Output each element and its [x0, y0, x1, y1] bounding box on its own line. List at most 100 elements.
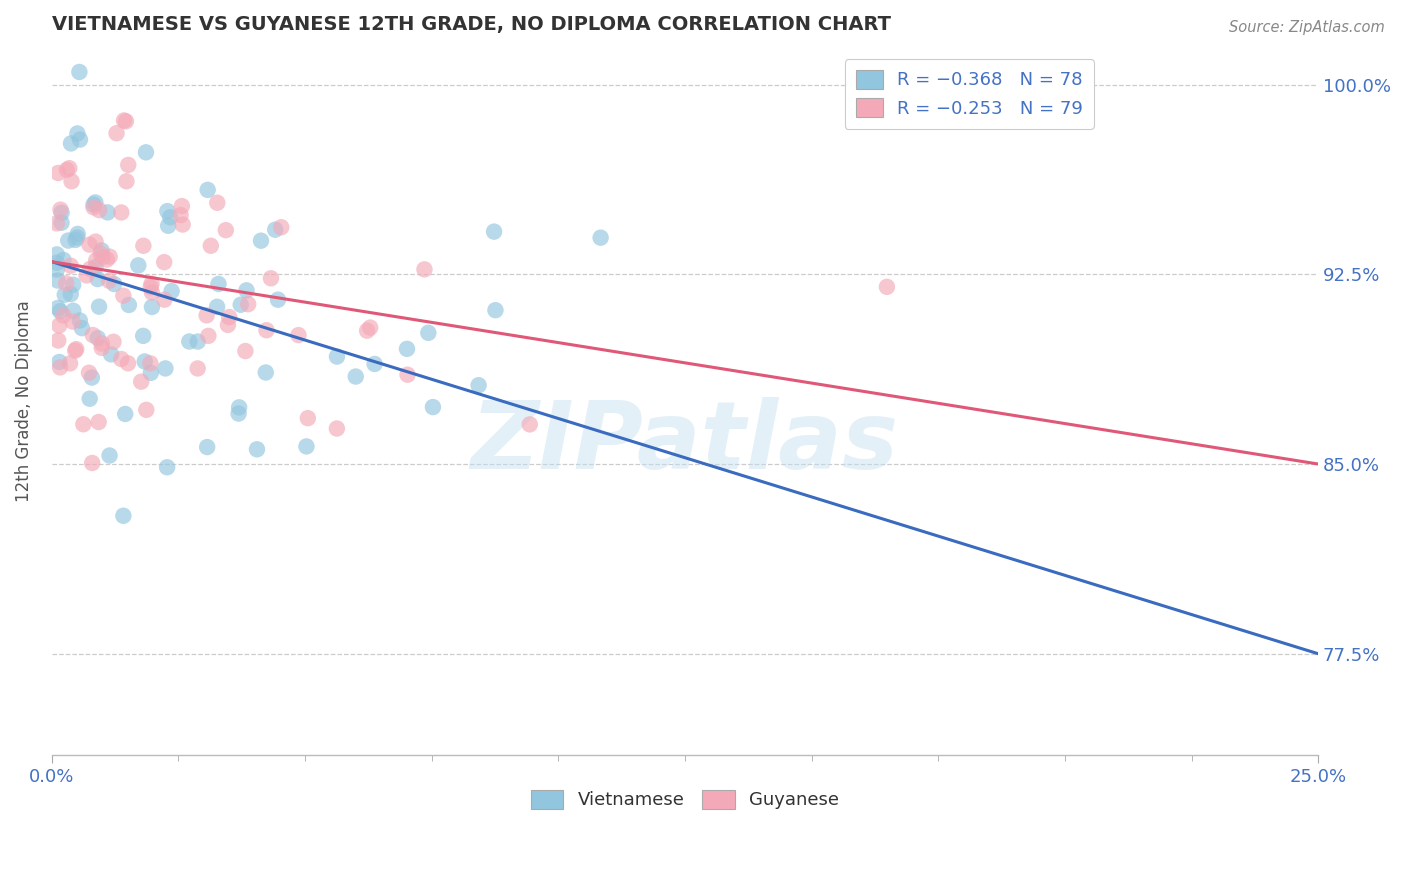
Point: [238, 297, 260, 311]
Point: [98, 250, 121, 264]
Point: [141, 300, 163, 314]
Point: [484, 303, 506, 318]
Point: [153, 255, 176, 269]
Point: [46, 166, 69, 180]
Point: [207, 277, 229, 291]
Point: [197, 183, 219, 197]
Point: [98, 274, 121, 288]
Point: [229, 298, 252, 312]
Point: [51, 216, 73, 230]
Point: [519, 417, 541, 432]
Point: [482, 225, 505, 239]
Point: [65, 342, 87, 356]
Point: [84, 253, 107, 268]
Point: [66, 230, 89, 244]
Point: [215, 223, 238, 237]
Point: [876, 280, 898, 294]
Point: [82, 456, 104, 470]
Point: [49, 360, 72, 375]
Point: [169, 208, 191, 222]
Point: [132, 329, 155, 343]
Point: [264, 222, 287, 236]
Point: [112, 288, 135, 302]
Point: [115, 174, 138, 188]
Point: [129, 375, 152, 389]
Point: [205, 300, 228, 314]
Point: [52, 252, 75, 267]
Point: [155, 361, 177, 376]
Point: [58, 234, 80, 248]
Point: [48, 318, 70, 333]
Point: [82, 328, 104, 343]
Point: [356, 324, 378, 338]
Point: [59, 287, 82, 301]
Point: [139, 366, 162, 380]
Point: [170, 199, 193, 213]
Point: [69, 132, 91, 146]
Text: ZIPatlas: ZIPatlas: [471, 397, 898, 490]
Point: [267, 293, 290, 307]
Point: [139, 280, 162, 294]
Text: VIETNAMESE VS GUYANESE 12TH GRADE, NO DIPLOMA CORRELATION CHART: VIETNAMESE VS GUYANESE 12TH GRADE, NO DI…: [52, 15, 891, 34]
Point: [59, 356, 82, 370]
Y-axis label: 12th Grade, No Diploma: 12th Grade, No Diploma: [15, 300, 32, 501]
Point: [84, 195, 107, 210]
Point: [103, 334, 125, 349]
Point: [160, 284, 183, 298]
Point: [91, 250, 114, 264]
Point: [396, 368, 419, 382]
Point: [359, 320, 381, 334]
Point: [56, 162, 79, 177]
Point: [118, 298, 141, 312]
Point: [79, 261, 101, 276]
Point: [195, 440, 218, 454]
Point: [87, 415, 110, 429]
Point: [45, 262, 67, 277]
Point: [422, 400, 444, 414]
Text: Source: ZipAtlas.com: Source: ZipAtlas.com: [1229, 20, 1385, 35]
Point: [79, 392, 101, 406]
Point: [80, 370, 103, 384]
Point: [117, 356, 139, 370]
Point: [270, 220, 292, 235]
Point: [110, 351, 132, 366]
Point: [90, 336, 112, 351]
Point: [326, 421, 349, 435]
Point: [46, 334, 69, 348]
Point: [65, 233, 87, 247]
Point: [62, 303, 84, 318]
Point: [60, 174, 83, 188]
Point: [117, 158, 139, 172]
Point: [48, 355, 70, 369]
Point: [187, 361, 209, 376]
Point: [179, 334, 201, 349]
Point: [46, 301, 69, 315]
Point: [135, 402, 157, 417]
Point: [66, 227, 89, 241]
Point: [114, 407, 136, 421]
Point: [418, 326, 440, 340]
Point: [134, 354, 156, 368]
Point: [132, 239, 155, 253]
Point: [100, 347, 122, 361]
Point: [156, 460, 179, 475]
Point: [295, 439, 318, 453]
Point: [53, 287, 76, 301]
Point: [87, 331, 110, 345]
Point: [89, 246, 111, 260]
Point: [217, 318, 239, 332]
Point: [112, 113, 135, 128]
Point: [58, 161, 80, 176]
Point: [76, 268, 98, 283]
Point: [45, 247, 67, 261]
Point: [228, 407, 250, 421]
Point: [98, 449, 121, 463]
Point: [159, 211, 181, 225]
Point: [363, 357, 385, 371]
Point: [200, 239, 222, 253]
Point: [395, 342, 418, 356]
Point: [112, 508, 135, 523]
Point: [250, 234, 273, 248]
Point: [139, 356, 162, 370]
Point: [135, 145, 157, 160]
